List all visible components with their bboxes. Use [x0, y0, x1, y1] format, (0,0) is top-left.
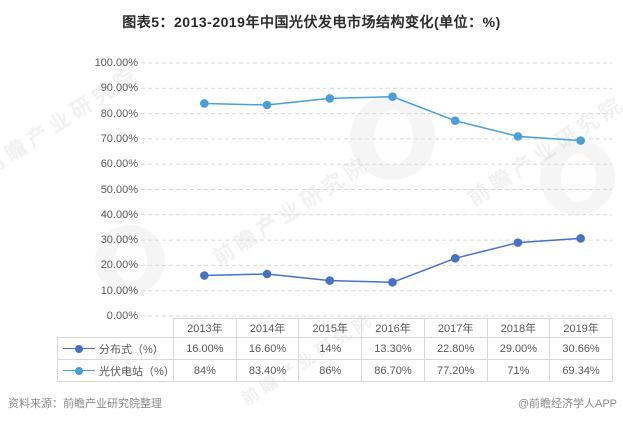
- value-cell: 84%: [173, 359, 237, 382]
- value-cell: 86.70%: [361, 359, 425, 382]
- data-point-marker: [388, 92, 397, 101]
- series-name-label: 光伏电站（%）: [99, 365, 175, 378]
- table-row: 分布式（%） 16.00% 16.60% 14% 13.30% 22.80% 29.00% 3…: [57, 337, 613, 360]
- data-point-marker: [576, 136, 585, 145]
- data-point-marker: [200, 99, 209, 108]
- value-cell: 22.80%: [423, 337, 488, 360]
- data-point-marker: [262, 100, 272, 110]
- data-point-marker: [450, 116, 460, 125]
- data-point-marker: [576, 234, 585, 243]
- credit-note: @前瞻经济学人APP: [517, 398, 617, 410]
- data-point-marker: [325, 276, 335, 285]
- data-point-marker: [513, 132, 523, 141]
- legend-line-marker-icon: [63, 344, 95, 353]
- value-cell: 13.30%: [361, 337, 425, 360]
- chart-data-table: 2013年 2014年 2015年 2016年 2017年 2018年 2019年 分布式（%…: [57, 318, 613, 382]
- data-point-marker: [200, 271, 209, 280]
- value-cell: 83.40%: [235, 359, 300, 382]
- series-line: [204, 237, 581, 284]
- year-header-cell: 2019年: [549, 318, 613, 338]
- legend-line-marker-icon: [63, 366, 95, 375]
- value-cell: 77.20%: [423, 359, 488, 382]
- y-axis-tick-label: 50.00%: [100, 183, 138, 196]
- data-point-marker: [450, 254, 460, 263]
- year-header-cell: 2017年: [423, 318, 488, 338]
- y-axis-tick-label: 100.00%: [94, 57, 138, 69]
- y-axis-tick-label: 90.00%: [100, 82, 138, 95]
- year-header-cell: 2014年: [235, 318, 300, 338]
- series-name-label: 分布式（%）: [99, 343, 164, 356]
- series-line: [204, 95, 581, 142]
- source-note: 资料来源：前瞻产业研究院整理: [8, 398, 162, 410]
- value-cell: 14%: [298, 337, 363, 360]
- data-point-marker: [325, 94, 335, 103]
- y-axis-tick-label: 80.00%: [100, 107, 138, 120]
- data-point-marker: [262, 269, 272, 279]
- table-header-row: 2013年 2014年 2015年 2016年 2017年 2018年 2019年: [58, 318, 613, 338]
- table-row: 光伏电站（%） 84% 83.40% 86% 86.70% 77.20% 71% 69.34%: [57, 359, 613, 382]
- value-cell: 30.66%: [549, 337, 613, 360]
- year-header-cell: 2016年: [361, 318, 425, 338]
- y-axis-tick-label: 70.00%: [100, 132, 138, 145]
- legend-cell: 光伏电站（%）: [57, 359, 175, 382]
- value-cell: 71%: [486, 359, 551, 382]
- y-axis-tick-label: 60.00%: [100, 158, 138, 171]
- legend-cell: 分布式（%）: [57, 337, 174, 360]
- year-header-cell: 2013年: [173, 318, 237, 338]
- data-point-marker: [388, 278, 397, 287]
- year-header-cell: 2015年: [298, 318, 363, 338]
- y-axis-tick-label: 0.00%: [106, 310, 138, 322]
- year-header-cell: 2018年: [486, 318, 551, 338]
- value-cell: 69.34%: [549, 359, 613, 382]
- y-axis-tick-label: 20.00%: [100, 259, 138, 272]
- value-cell: 29.00%: [486, 337, 551, 360]
- value-cell: 16.60%: [235, 337, 300, 360]
- y-axis-tick-label: 30.00%: [100, 234, 138, 247]
- data-point-marker: [513, 238, 523, 247]
- value-cell: 16.00%: [173, 337, 237, 360]
- y-axis-tick-label: 10.00%: [100, 284, 138, 297]
- chart-title: 图表5：2013-2019年中国光伏发电市场结构变化(单位：%): [122, 14, 501, 30]
- y-axis-tick-label: 40.00%: [100, 208, 138, 221]
- table-corner-cell: [58, 319, 174, 338]
- value-cell: 86%: [298, 359, 363, 382]
